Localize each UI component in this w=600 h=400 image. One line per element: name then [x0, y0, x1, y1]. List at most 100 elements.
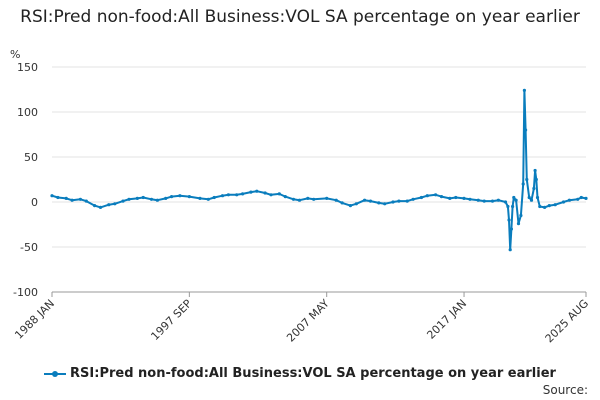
y-tick-label: -100 [13, 286, 38, 299]
data-point [84, 199, 88, 203]
data-point [439, 195, 444, 199]
data-point [255, 189, 259, 193]
y-tick-label: 0 [31, 196, 38, 209]
data-point [235, 193, 239, 197]
data-point [482, 199, 486, 203]
data-point [529, 198, 534, 202]
data-point [70, 198, 74, 202]
data-point [283, 195, 287, 199]
x-tick-label: 2025 AUG [543, 297, 592, 346]
data-point [164, 196, 168, 200]
data-point [135, 196, 139, 200]
data-point [490, 199, 495, 203]
data-point [507, 218, 511, 222]
data-point [506, 204, 510, 209]
data-point [434, 193, 438, 197]
x-tick-label: 1997 SEP [148, 297, 194, 343]
data-point [64, 196, 68, 200]
data-point [241, 192, 245, 196]
data-point [514, 198, 518, 202]
data-point [525, 177, 529, 182]
data-point [198, 196, 202, 200]
data-point [149, 197, 154, 201]
data-point [263, 191, 267, 195]
data-point [448, 196, 452, 200]
data-point [78, 197, 82, 201]
data-point [553, 203, 557, 207]
data-point [107, 203, 111, 207]
data-point [462, 196, 466, 200]
data-point [503, 200, 508, 204]
y-axis-unit-label: % [10, 48, 20, 61]
data-point [534, 177, 538, 182]
data-point [212, 195, 216, 200]
data-point [397, 199, 401, 203]
legend-swatch [44, 370, 67, 377]
gridlines [52, 66, 586, 293]
series-layer [50, 88, 588, 252]
data-point [220, 194, 225, 198]
data-point [425, 194, 429, 198]
data-point [510, 204, 515, 209]
y-tick-label: -50 [20, 241, 38, 254]
data-point [476, 198, 480, 202]
data-point [516, 222, 521, 226]
data-point [98, 205, 103, 209]
data-point [522, 88, 527, 92]
data-point [524, 128, 528, 132]
legend-label: RSI:Pred non-food:All Business:VOL SA pe… [70, 366, 556, 381]
data-point [155, 198, 159, 202]
data-point [127, 197, 131, 201]
data-point [532, 186, 536, 191]
data-point [325, 196, 329, 200]
data-point [547, 204, 551, 208]
data-point [277, 192, 281, 196]
y-tick-label: 50 [24, 151, 38, 164]
data-point [206, 197, 210, 201]
data-point [297, 198, 302, 202]
data-point [561, 200, 566, 204]
data-point [496, 198, 500, 202]
chart-title: RSI:Pred non-food:All Business:VOL SA pe… [20, 7, 580, 27]
data-point [454, 195, 458, 200]
source-label: Source: [542, 383, 588, 397]
x-tick-label: 2017 JAN [424, 297, 469, 342]
data-point [93, 204, 97, 208]
data-point [543, 205, 547, 209]
data-point [368, 199, 373, 203]
data-point [363, 198, 367, 202]
data-point [521, 182, 525, 186]
data-point [584, 196, 588, 200]
y-tick-label: 100 [17, 106, 38, 119]
data-point [170, 195, 174, 199]
x-tick-label: 2007 MAY [284, 297, 332, 345]
data-point [411, 197, 415, 201]
data-point [269, 193, 273, 197]
data-point [576, 197, 580, 201]
series-line [51, 89, 587, 251]
data-point [340, 201, 344, 205]
data-point [291, 197, 296, 201]
data-point [312, 197, 316, 201]
data-point [468, 197, 472, 201]
y-tick-label: 150 [17, 61, 38, 74]
data-point [405, 199, 409, 203]
data-point [121, 199, 125, 203]
data-point [527, 195, 531, 200]
data-point [512, 195, 516, 200]
data-point [377, 201, 381, 205]
data-point [383, 202, 387, 206]
data-point [56, 195, 60, 200]
data-point [306, 196, 310, 200]
data-point [354, 202, 358, 206]
legend[interactable]: RSI:Pred non-food:All Business:VOL SA pe… [0, 366, 600, 381]
data-point [419, 195, 423, 200]
data-point [538, 204, 542, 209]
data-point [50, 194, 54, 198]
data-point [141, 195, 145, 200]
data-point [579, 195, 583, 200]
data-point [519, 213, 523, 218]
data-point [535, 195, 540, 200]
